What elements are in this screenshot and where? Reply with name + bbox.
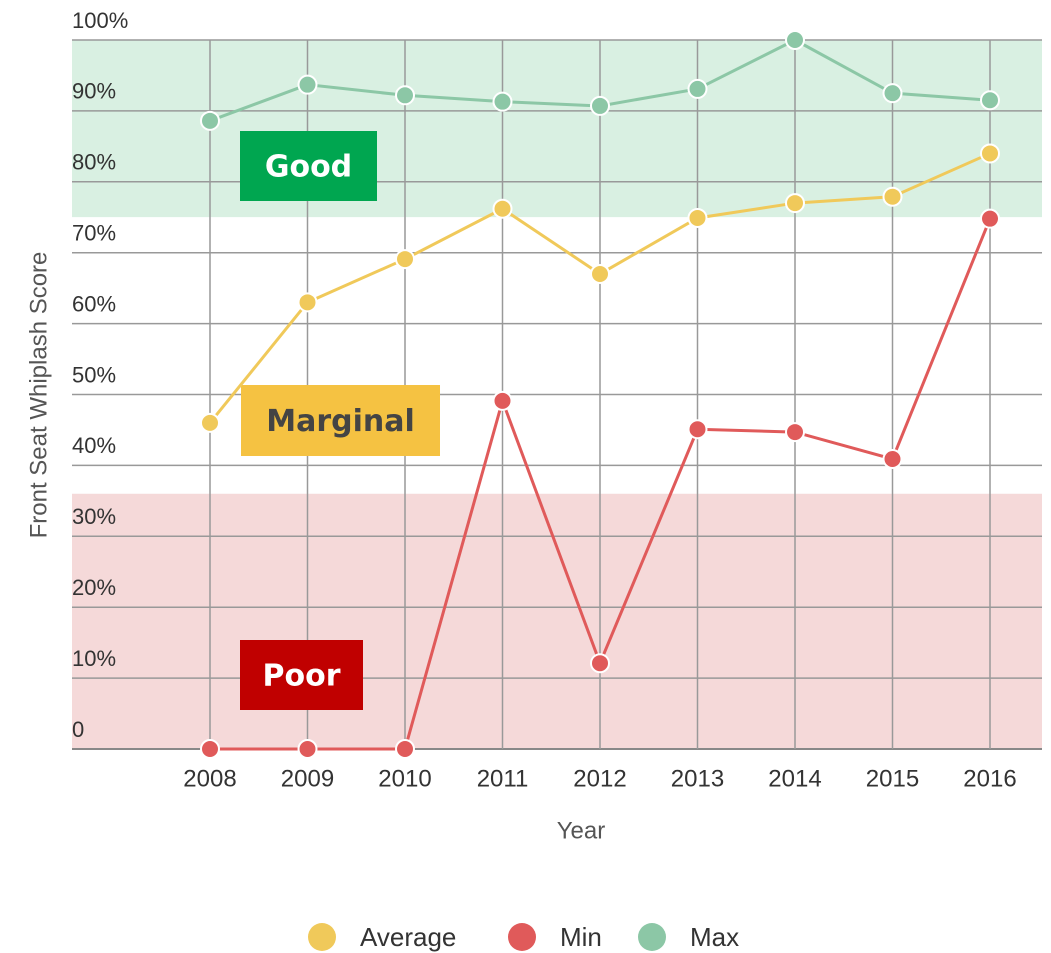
data-point xyxy=(882,83,903,104)
band-label-box xyxy=(240,640,363,710)
data-point xyxy=(687,207,708,228)
data-point xyxy=(297,739,318,759)
data-point xyxy=(785,422,805,443)
data-point xyxy=(882,186,903,207)
band xyxy=(72,217,1042,494)
legend-swatch xyxy=(308,923,336,951)
band-label-box xyxy=(240,131,377,201)
y-tick-label: 70% xyxy=(72,221,116,246)
x-axis-title: Year xyxy=(557,817,606,844)
data-point xyxy=(980,90,1000,111)
x-tick-label: 2014 xyxy=(768,765,821,792)
data-point xyxy=(492,91,513,112)
data-point xyxy=(395,249,415,270)
data-point xyxy=(785,193,805,214)
x-tick-label: 2011 xyxy=(477,765,529,792)
y-tick-label: 30% xyxy=(72,504,116,529)
y-tick-label: 0 xyxy=(72,717,84,742)
x-tick-label: 2015 xyxy=(866,765,919,792)
y-tick-label: 50% xyxy=(72,362,116,387)
y-tick-label: 90% xyxy=(72,79,116,104)
x-tick-label: 2012 xyxy=(573,765,626,792)
legend-label: Average xyxy=(360,922,456,952)
data-point xyxy=(590,653,610,674)
y-tick-label: 20% xyxy=(72,575,116,600)
x-tick-label: 2016 xyxy=(963,765,1016,792)
legend-swatch xyxy=(508,923,536,951)
band-label: Good xyxy=(265,150,352,185)
data-point xyxy=(395,739,415,759)
data-point xyxy=(882,449,903,470)
data-point xyxy=(395,85,415,106)
y-axis-title: Front Seat Whiplash Score xyxy=(25,252,52,539)
data-point xyxy=(590,95,610,116)
data-point xyxy=(687,419,708,440)
legend-swatch xyxy=(638,923,666,951)
y-tick-label: 10% xyxy=(72,646,116,671)
y-tick-label: 100% xyxy=(72,8,128,33)
data-point xyxy=(687,78,708,99)
data-point xyxy=(200,739,220,759)
y-tick-label: 80% xyxy=(72,150,116,175)
x-tick-label: 2008 xyxy=(183,765,236,792)
data-point xyxy=(200,412,220,433)
y-tick-label: 40% xyxy=(72,433,116,458)
legend-label: Max xyxy=(690,922,739,952)
data-point xyxy=(980,143,1000,164)
band-label: Poor xyxy=(262,659,340,694)
band xyxy=(72,40,1042,218)
data-point xyxy=(980,208,1000,229)
x-tick-label: 2009 xyxy=(281,765,334,792)
data-point xyxy=(590,263,610,284)
x-tick-label: 2010 xyxy=(378,765,431,792)
data-point xyxy=(785,30,805,50)
data-point xyxy=(297,74,318,95)
band-label-box xyxy=(241,385,440,456)
band-label: Marginal xyxy=(266,404,415,439)
y-tick-label: 60% xyxy=(72,291,116,316)
data-point xyxy=(492,390,513,411)
data-point xyxy=(200,110,220,131)
band xyxy=(72,493,1042,749)
x-tick-label: 2013 xyxy=(671,765,724,792)
data-point xyxy=(297,292,318,313)
legend-label: Min xyxy=(560,922,602,952)
data-point xyxy=(492,198,513,219)
